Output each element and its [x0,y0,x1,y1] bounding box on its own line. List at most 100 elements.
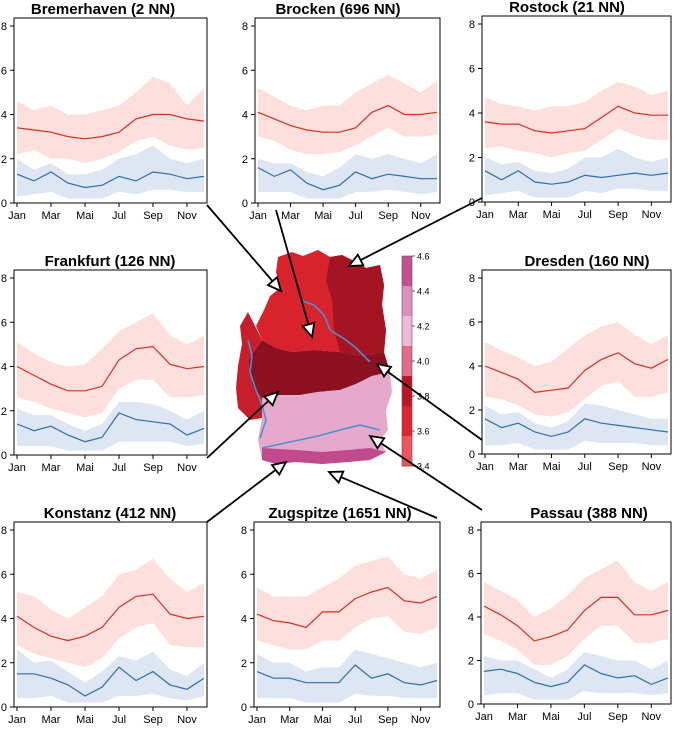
series-blue-line [16,412,205,443]
y-tick-label: 6 [469,317,475,329]
y-tick-label: 2 [1,154,7,166]
x-tick-label: Mai [76,714,94,726]
connector-arrow [275,209,310,325]
y-tick-label: 8 [469,19,475,31]
colorbar-tick-label: 4.4 [417,287,430,297]
connector-arrow [206,469,277,523]
map-region-alps [262,448,386,464]
x-tick-label: Jul [112,714,126,726]
series-red-band [17,76,204,164]
y-tick-label: 4 [242,110,248,122]
germany-map: 4.64.44.24.03.83.63.4 [236,250,430,472]
y-tick-label: 4 [1,614,7,626]
arrowhead [301,321,316,340]
x-tick-label: Mai [543,461,561,473]
x-tick-label: Nov [177,714,197,726]
x-tick-label: Mar [42,462,61,474]
series-blue-band [258,154,437,199]
colorbar-segment [402,256,412,287]
y-tick-label: 6 [468,569,474,581]
map-rivers [247,299,381,449]
arrowhead [368,434,386,450]
x-tick-label: Jul [577,711,591,723]
panel-title: Passau (388 NN) [530,505,648,522]
x-tick-label: Sep [378,714,398,726]
series-red-band [257,556,437,650]
y-tick-label: 4 [241,614,247,626]
connector-arrow [380,442,483,511]
colorbar-segment [402,376,412,407]
y-tick-label: 2 [241,658,247,670]
x-tick-label: Sep [608,461,628,473]
connector-arrows [206,197,483,523]
x-tick-label: Jan [8,210,26,222]
x-tick-label: Mai [76,210,94,222]
arrowhead [266,275,283,293]
y-tick-label: 0 [242,198,248,210]
series-blue-band [257,649,437,703]
x-tick-label: Mai [543,209,561,221]
y-tick-label: 4 [1,110,7,122]
series-red-band [485,81,668,158]
panel-title: Rostock (21 NN) [509,0,625,16]
x-tick-label: Jan [248,714,266,726]
y-tick-label: 4 [468,612,474,624]
y-tick-label: 0 [1,702,7,714]
series-red-line [257,104,438,133]
x-tick-label: Mar [280,714,299,726]
series-blue-line [16,171,205,189]
y-tick-label: 0 [1,198,7,210]
y-tick-label: 8 [468,525,474,537]
y-tick-label: 4 [469,361,475,373]
colorbar-segment [402,406,412,437]
x-tick-label: Jul [349,210,363,222]
arrowhead [327,470,345,485]
y-tick-label: 8 [1,525,7,537]
y-tick-label: 2 [469,153,475,165]
x-tick-label: Mai [542,711,560,723]
panel-brocken-696-nn: Brocken (696 NN) 0 2 4 6 8 Jan Mar Mai Jul Sep Nov [242,1,441,222]
panel-title: Dresden (160 NN) [524,253,649,270]
y-tick-label: 2 [468,656,474,668]
x-tick-label: Nov [641,711,661,723]
colorbar-tick-label: 4.0 [417,357,430,367]
series-blue-line [256,664,438,686]
series-blue-line [17,666,205,697]
series-blue-line [484,418,669,438]
panel-passau-388-nn: Passau (388 NN) 0 2 4 6 8 Jan Mar Mai Jul Sep Nov [468,505,672,723]
series-red-line [16,593,205,642]
series-blue-line [483,664,669,688]
y-tick-label: 2 [1,406,7,418]
x-tick-label: Jul [578,461,592,473]
x-tick-label: Jul [348,714,362,726]
y-tick-label: 6 [241,569,247,581]
y-tick-label: 4 [1,362,7,374]
x-tick-label: Nov [411,210,431,222]
x-tick-label: Sep [143,714,163,726]
x-tick-label: Nov [177,210,197,222]
connector-arrow [206,204,274,282]
x-tick-label: Mai [314,210,332,222]
x-tick-label: Nov [642,209,662,221]
series-red-band [484,560,668,665]
plot-frame [13,17,208,204]
panel-title: Konstanz (412 NN) [44,505,177,522]
connector-arrow [340,476,438,519]
panel-frankfurt-126-nn: Frankfurt (126 NN) 0 2 4 6 8 Jan Mar Mai Jul Sep No… [1,253,208,474]
map-region-central [248,340,390,398]
x-tick-label: Jan [249,210,267,222]
y-tick-label: 8 [241,525,247,537]
panel-title: Bremerhaven (2 NN) [31,1,175,18]
series-red-line [483,596,669,642]
series-blue-band [17,649,204,703]
x-tick-label: Nov [642,461,662,473]
y-tick-label: 6 [469,64,475,76]
map-region-west [236,312,262,420]
colorbar-segment [402,286,412,317]
panel-konstanz-412-nn: Konstanz (412 NN) 0 2 4 6 8 Jan Mar Mai Jul Sep Nov [1,505,208,726]
y-tick-label: 2 [469,405,475,417]
y-tick-label: 0 [241,702,247,714]
x-tick-label: Mai [314,714,332,726]
